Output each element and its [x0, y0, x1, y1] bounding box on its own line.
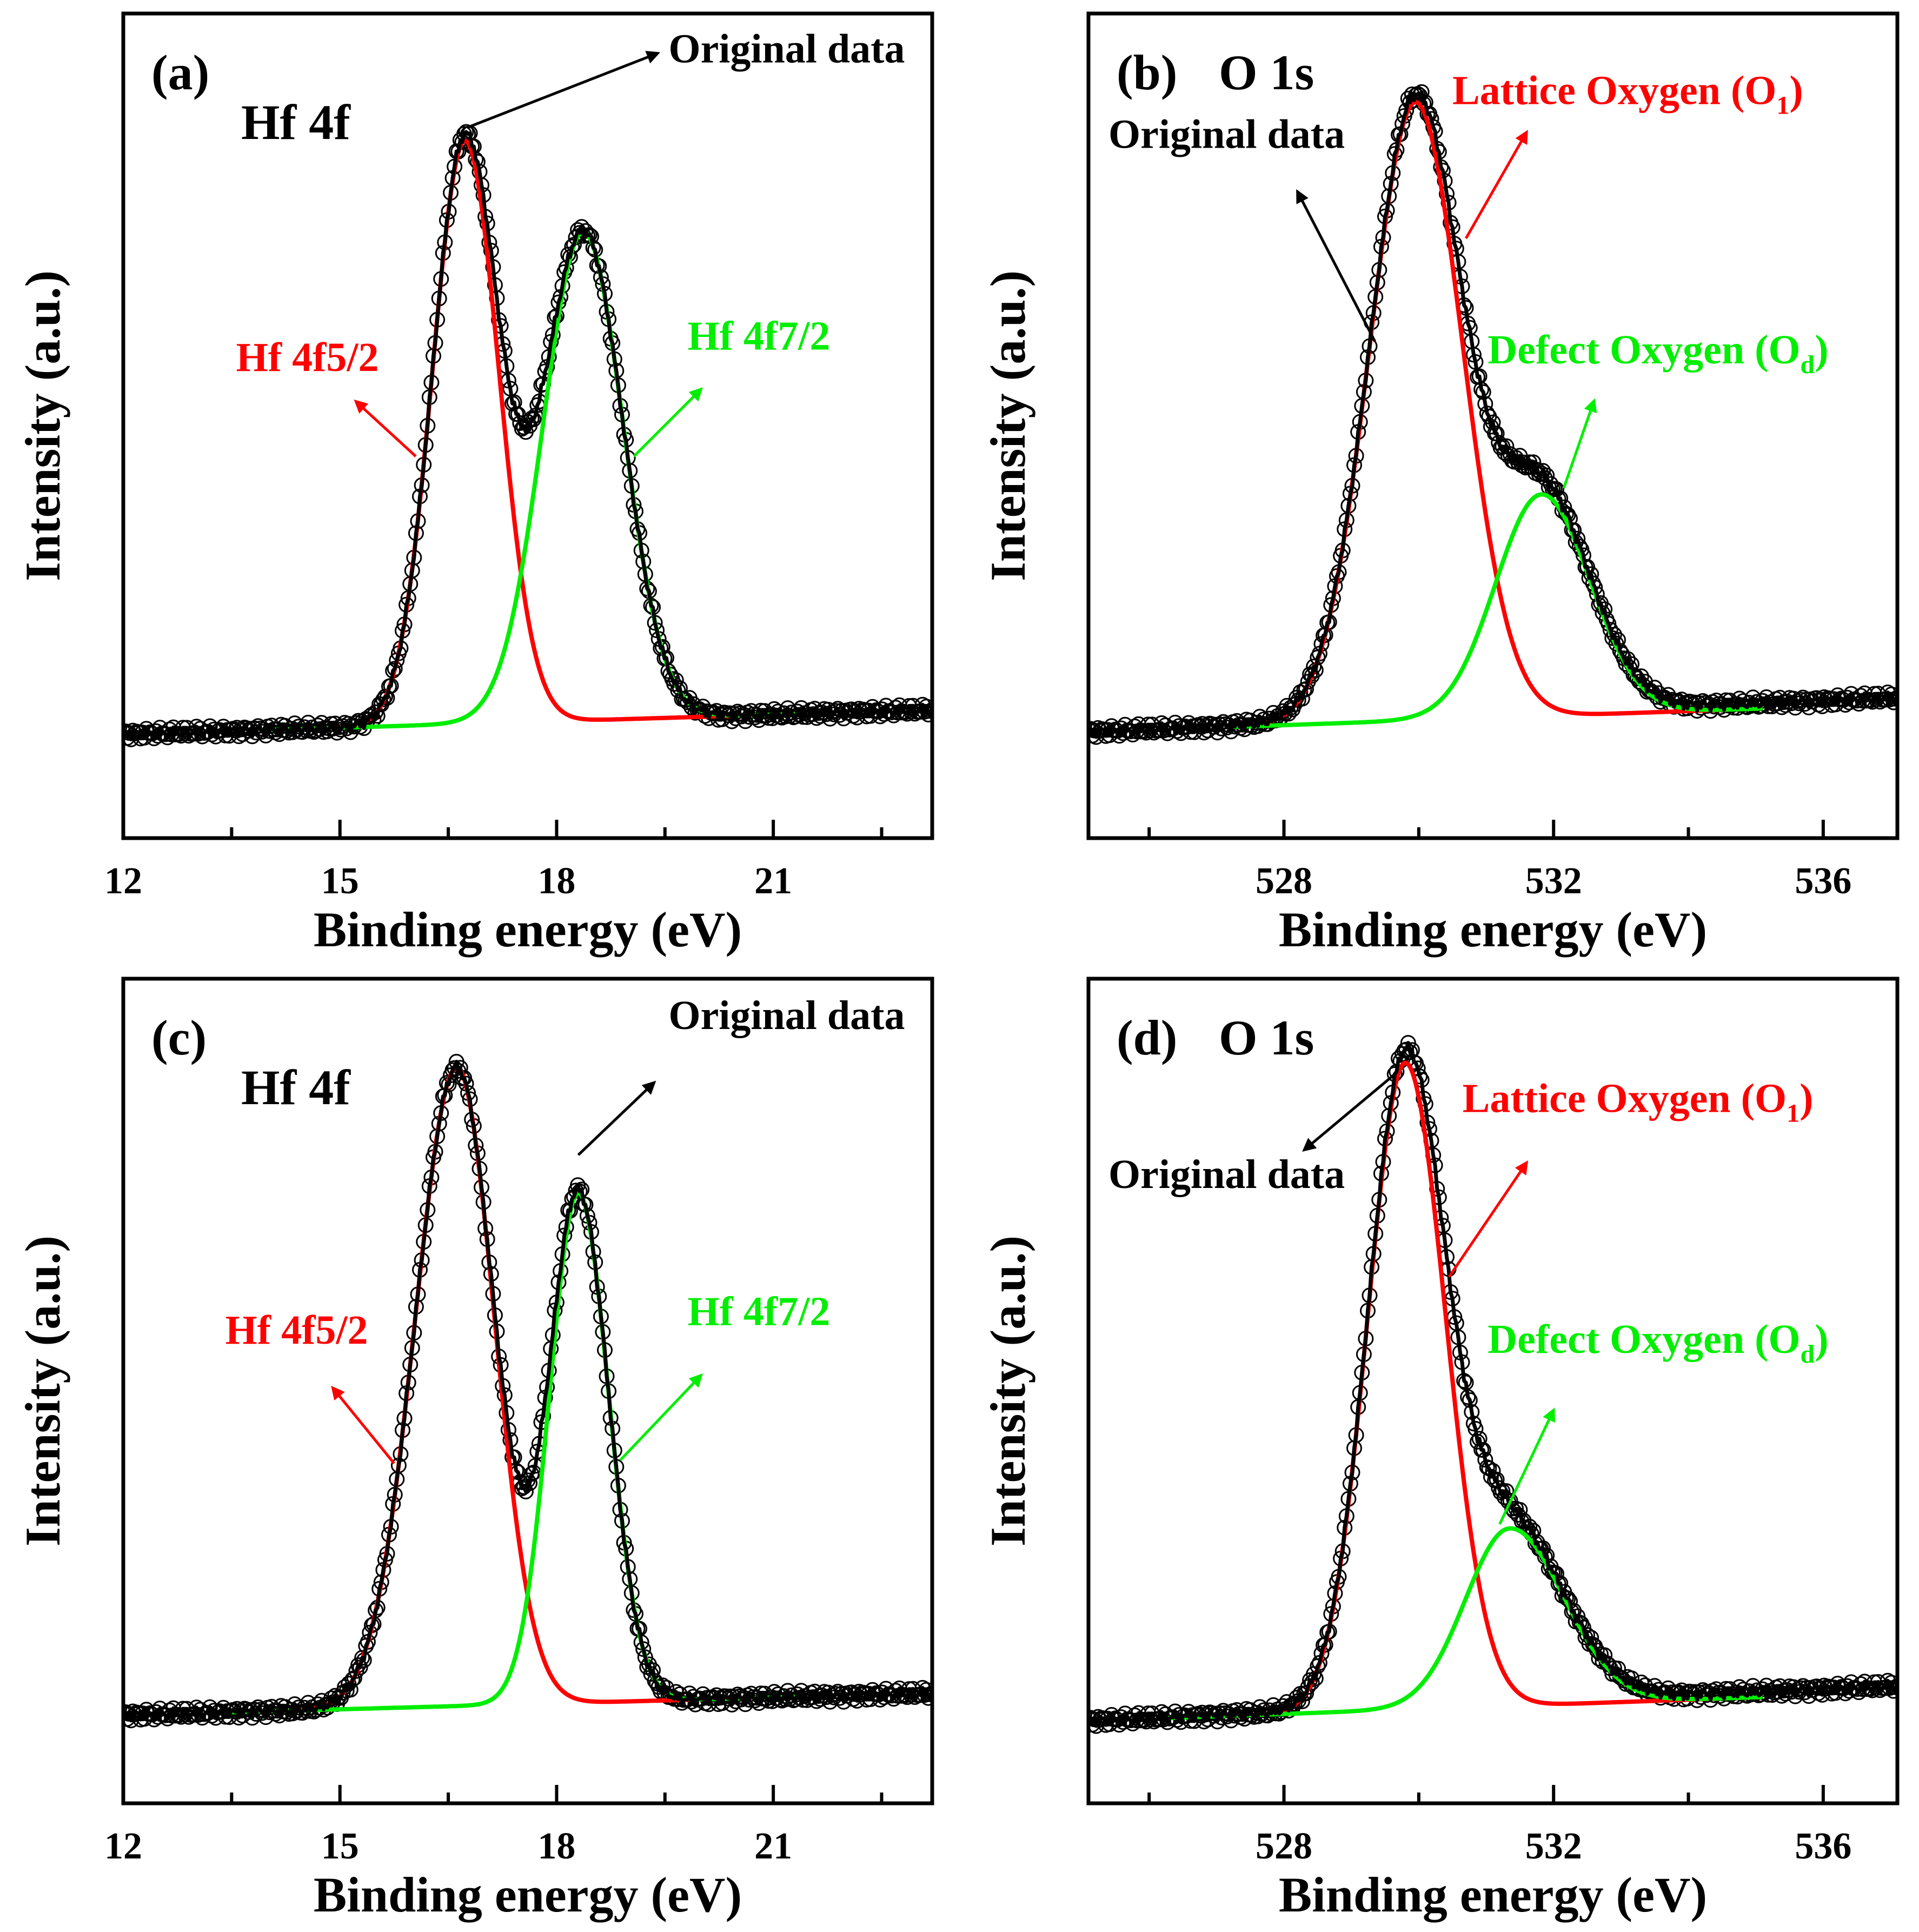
annotation-arrow	[331, 1385, 395, 1464]
annotation-label: Hf 4f7/2	[687, 313, 830, 358]
x-axis-label: Binding energy (eV)	[314, 1867, 742, 1922]
annotation-label: Original data	[668, 993, 905, 1038]
x-tick-label: 15	[321, 1825, 359, 1867]
original-data-line	[1088, 1041, 1897, 1728]
x-axis-label: Binding energy (eV)	[314, 902, 742, 957]
x-tick-label: 536	[1795, 860, 1851, 902]
plot-area-a	[123, 124, 932, 747]
y-axis-label: Intensity (a.u.)	[15, 270, 70, 581]
annotation-label: Lattice Oxygen (O1)	[1463, 1075, 1814, 1127]
spectrum-title: Hf 4f	[241, 1060, 351, 1115]
annotation-arrow	[633, 387, 703, 457]
plot-area-b	[1088, 84, 1897, 745]
x-tick-label: 528	[1256, 860, 1312, 902]
annotation-arrow	[469, 51, 661, 128]
annotation-arrow	[1296, 189, 1377, 342]
annotation-label: Original data	[1108, 1152, 1345, 1197]
x-axis-label: Binding energy (eV)	[1279, 902, 1707, 957]
x-tick-label: 12	[104, 860, 142, 902]
panel-label: (b)	[1117, 45, 1177, 100]
annotation-arrow	[577, 1080, 656, 1156]
panel-a: 12 15 18 21 Binding energy (eV) Intensity (a.…	[15, 11, 934, 957]
x-tick-label: 18	[537, 860, 575, 902]
panel-label: (c)	[151, 1010, 207, 1065]
data-point	[514, 1480, 530, 1496]
x-axis-label: Binding energy (eV)	[1279, 1867, 1707, 1922]
panel-c: 12 15 18 21 Binding energy (eV) Intensity (a.…	[15, 977, 934, 1922]
x-tick-label: 528	[1256, 1825, 1312, 1867]
annotation-arrow	[354, 399, 417, 457]
panel-label: (a)	[151, 45, 209, 100]
y-axis-label: Intensity (a.u.)	[15, 1236, 70, 1546]
x-tick-label: 536	[1795, 1825, 1851, 1867]
x-tick-label: 532	[1525, 1825, 1582, 1867]
annotation-arrow	[1447, 1160, 1529, 1278]
plot-frame	[121, 11, 934, 840]
x-tick-label: 532	[1525, 860, 1582, 902]
x-tick-label: 15	[321, 860, 359, 902]
annotation-arrow	[1562, 398, 1597, 489]
annotation-label: Hf 4f7/2	[687, 1289, 830, 1334]
panel-label: (d)	[1117, 1010, 1177, 1065]
plot-area-d	[1088, 1035, 1897, 1734]
spectrum-title: O 1s	[1219, 1010, 1314, 1065]
annotation-arrow	[1498, 1407, 1555, 1525]
original-data-line	[123, 1060, 932, 1723]
x-tick-label: 12	[104, 1825, 142, 1867]
panel-d: 528 532 536 Binding energy (eV) Intensity (a…	[980, 977, 1900, 1922]
annotation-arrow	[1302, 1073, 1396, 1152]
annotation-label: Hf 4f5/2	[236, 335, 379, 380]
annotation-label: Original data	[1108, 111, 1345, 157]
annotation-arrow	[1464, 130, 1528, 240]
y-axis-label: Intensity (a.u.)	[980, 1236, 1035, 1546]
annotation-label: Original data	[668, 26, 905, 71]
annotation-arrow	[619, 1373, 703, 1462]
original-data-line	[123, 130, 932, 741]
x-tick-label: 21	[754, 1825, 792, 1867]
plot-frame	[121, 977, 934, 1805]
annotation-label: Lattice Oxygen (O1)	[1452, 68, 1803, 120]
y-axis-label: Intensity (a.u.)	[980, 270, 1035, 581]
spectrum-title: Hf 4f	[241, 95, 351, 150]
annotation-label: Hf 4f5/2	[225, 1307, 368, 1353]
annotation-label: Defect Oxygen (Od)	[1488, 1317, 1828, 1369]
plot-frame	[1086, 977, 1900, 1805]
x-tick-label: 21	[754, 860, 792, 902]
x-tick-label: 18	[537, 1825, 575, 1867]
original-data-line	[1088, 90, 1897, 739]
plot-frame	[1086, 11, 1900, 840]
plot-area-c	[123, 1054, 932, 1729]
annotation-label: Defect Oxygen (Od)	[1488, 327, 1828, 379]
spectrum-title: O 1s	[1219, 45, 1314, 100]
panel-b: 528 532 536 Binding energy (eV) Intensity (a…	[980, 11, 1900, 957]
